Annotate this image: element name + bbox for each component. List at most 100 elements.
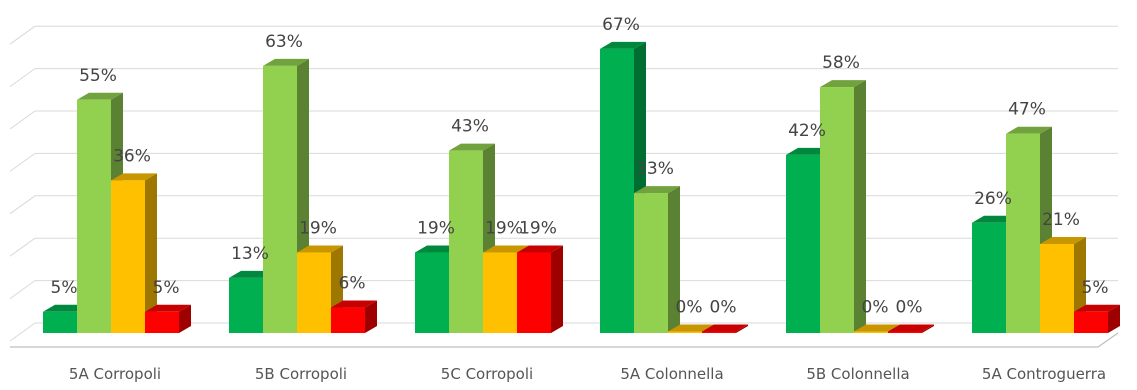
bar-side <box>551 245 563 333</box>
bar-side <box>179 304 191 333</box>
data-label: 19% <box>417 218 455 238</box>
bar-top <box>483 245 529 253</box>
bar-front <box>854 331 888 333</box>
bar-front <box>1006 133 1040 333</box>
bar-3-1 <box>111 173 157 333</box>
bar-front <box>263 65 297 333</box>
data-label: 19% <box>519 218 557 238</box>
gridlines <box>9 25 1119 348</box>
bar-front <box>111 180 145 333</box>
bar-4-5 <box>888 324 934 333</box>
bar-4-1 <box>145 304 191 333</box>
bar-side <box>145 173 157 333</box>
bar-top <box>702 324 748 332</box>
floor-edge <box>1097 332 1119 348</box>
bar-front <box>600 48 634 334</box>
data-label: 26% <box>974 189 1012 209</box>
bar-top <box>263 58 309 66</box>
category-label: 5A Corropoli <box>69 365 161 383</box>
data-label: 55% <box>79 66 117 86</box>
bar-front <box>415 252 449 333</box>
bar-2-4 <box>634 186 680 333</box>
bar-front <box>1074 311 1108 333</box>
bar-top <box>1006 126 1052 134</box>
bar-front <box>43 311 77 333</box>
category-label: 5B Corropoli <box>255 365 347 383</box>
bar-front <box>668 331 702 333</box>
bar-front <box>820 87 854 333</box>
bar-side <box>736 324 748 333</box>
gridline-wall <box>9 110 36 130</box>
data-label: 19% <box>485 218 523 238</box>
category-axis: 5A Corropoli 5B Corropoli 5C Corropoli 5A C… <box>69 365 1106 383</box>
bar-front <box>702 331 736 333</box>
data-label: 67% <box>602 15 640 35</box>
data-label: 19% <box>299 218 337 238</box>
category-label: 5B Colonnella <box>806 365 909 383</box>
bar-top <box>145 304 191 312</box>
data-label: 5% <box>153 278 180 298</box>
data-label: 47% <box>1008 100 1046 120</box>
gridline-wall <box>9 322 36 342</box>
data-label: 43% <box>451 117 489 137</box>
data-label: 0% <box>710 298 737 318</box>
bar-front <box>786 154 820 333</box>
gridline-wall <box>9 152 36 172</box>
bar-side <box>1108 304 1120 333</box>
bar-front <box>972 222 1006 333</box>
bar-4-4 <box>702 324 748 333</box>
category-label: 5A Controguerra <box>982 365 1106 383</box>
bar-front <box>517 252 551 333</box>
data-label: 0% <box>896 298 923 318</box>
data-label: 0% <box>676 298 703 318</box>
bar-side <box>668 186 680 333</box>
bar-front <box>634 193 668 333</box>
bar-front <box>483 252 517 333</box>
bar-side <box>922 324 934 333</box>
bar-front <box>888 331 922 333</box>
bar-top <box>111 173 157 181</box>
bar-top <box>1040 236 1086 244</box>
bar-top <box>77 92 123 100</box>
bar-front <box>297 252 331 333</box>
bar-4-3 <box>517 245 563 333</box>
bar-top <box>888 324 934 332</box>
bar-2-5 <box>820 80 866 333</box>
gridline-wall <box>9 68 36 88</box>
bar-4-2 <box>331 300 377 333</box>
bar-front <box>331 307 365 333</box>
data-label: 5% <box>1082 278 1109 298</box>
data-label: 33% <box>636 159 674 179</box>
data-label: 13% <box>231 244 269 264</box>
data-label: 63% <box>265 32 303 52</box>
data-label: 21% <box>1042 210 1080 230</box>
gridline-wall <box>9 280 36 300</box>
bars <box>43 41 1120 334</box>
bar-front <box>229 277 263 333</box>
gridline-wall <box>9 25 36 45</box>
bar-top <box>297 245 343 253</box>
category-label: 5A Colonnella <box>620 365 723 383</box>
bar-side <box>365 300 377 333</box>
bar-top <box>449 143 495 151</box>
bar-top <box>331 300 377 308</box>
bar-top <box>820 80 866 88</box>
bar-top <box>634 186 680 194</box>
data-label: 58% <box>822 53 860 73</box>
category-label: 5C Corropoli <box>441 365 533 383</box>
bar-side <box>854 80 866 333</box>
gridline-wall <box>9 237 36 257</box>
bar-top <box>854 324 900 332</box>
bar-front <box>449 150 483 333</box>
data-label: 42% <box>788 121 826 141</box>
bar-top <box>517 245 563 253</box>
data-label: 0% <box>862 298 889 318</box>
bar-front <box>1040 243 1074 333</box>
gridline-wall <box>9 195 36 215</box>
data-label: 5% <box>51 278 78 298</box>
bar-3-2 <box>297 245 343 333</box>
bar-4-6 <box>1074 304 1120 333</box>
bar-front <box>77 99 111 333</box>
